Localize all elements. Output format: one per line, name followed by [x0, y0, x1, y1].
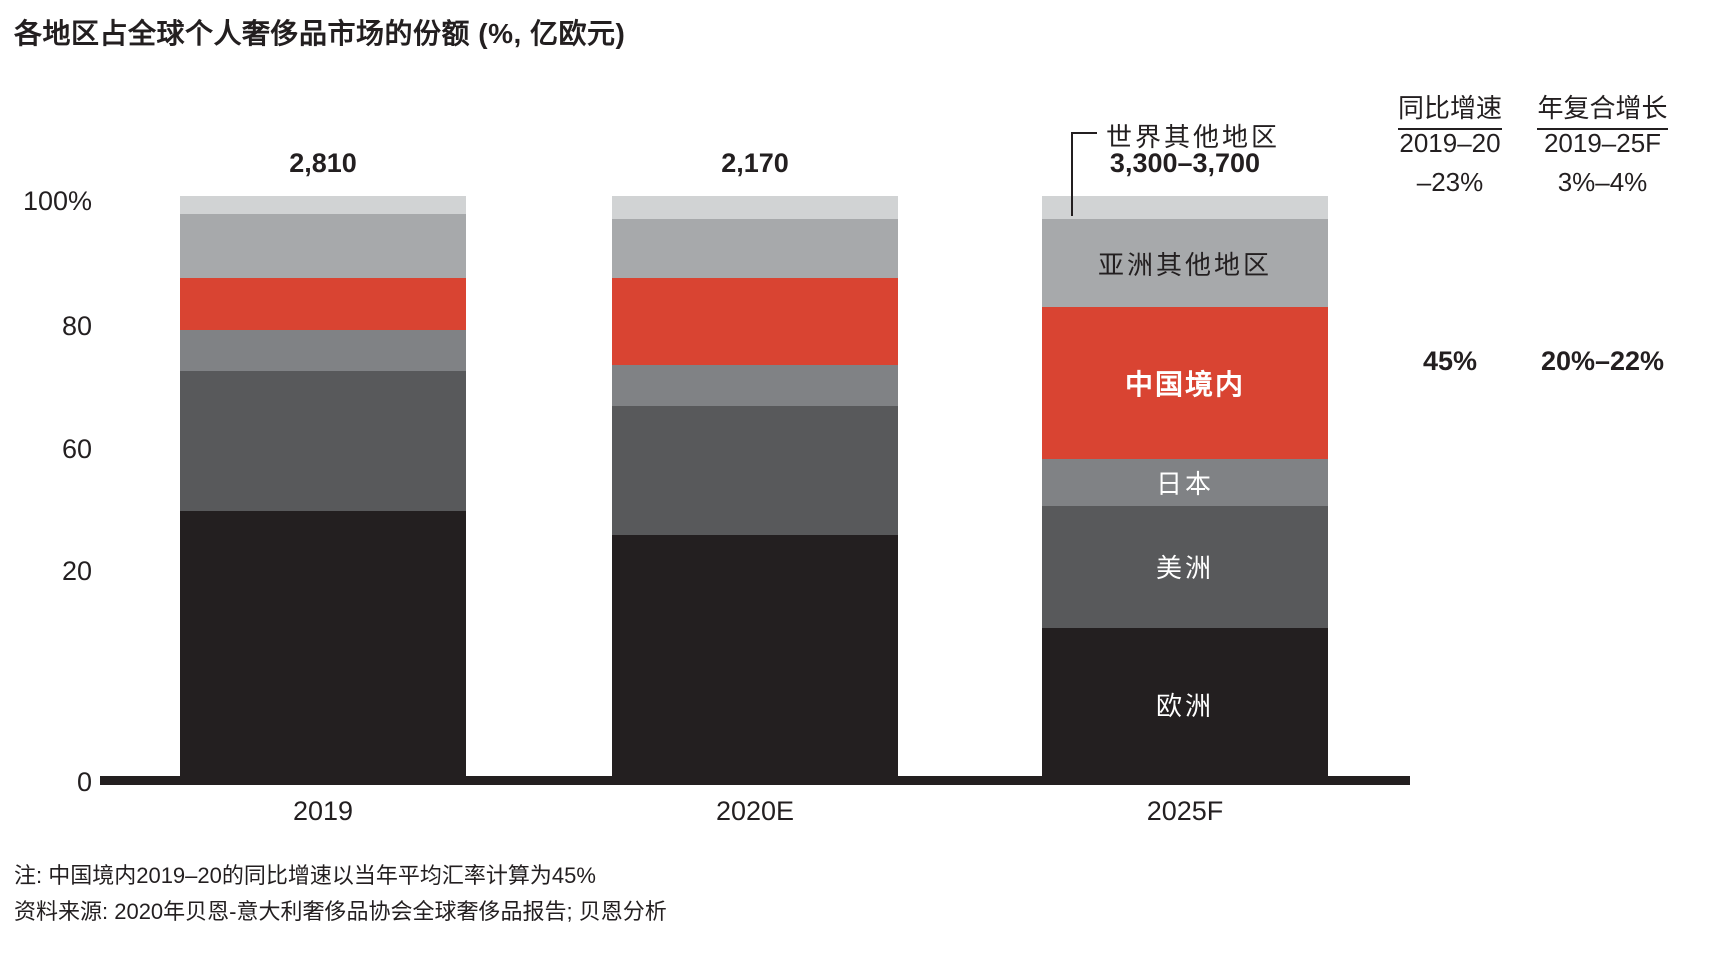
growth-market-yoy: –23%	[1416, 167, 1484, 197]
bar-segment-2019-欧洲	[180, 511, 466, 780]
bar-segment-2025F-亚洲其他地区: 亚洲其他地区	[1042, 219, 1328, 307]
y-axis-label-20: 20	[61, 556, 92, 586]
growth-header-cagr: 年复合增长	[1515, 88, 1690, 130]
bar-segment-2020E-世界其他地区	[612, 196, 898, 220]
bar-segment-2020E-中国境内	[612, 277, 898, 366]
growth-china-yoy: 45%	[1422, 346, 1478, 376]
bar-total-label-2019: 2,810	[289, 148, 357, 178]
bar-segment-2025F-美洲: 美洲	[1042, 505, 1328, 629]
segment-label-欧洲: 欧洲	[1155, 690, 1214, 721]
bar-segment-2019-日本	[180, 330, 466, 372]
category-label-2020E: 2020E	[715, 796, 795, 826]
bar-segment-2019-中国境内	[180, 277, 466, 331]
segment-label-美洲: 美洲	[1155, 553, 1214, 584]
bar-segment-2020E-亚洲其他地区	[612, 219, 898, 278]
bar-segment-2025F-中国境内: 中国境内	[1042, 306, 1328, 459]
bar-total-label-2020E: 2,170	[721, 148, 789, 178]
callout-label: 世界其他地区	[1106, 122, 1281, 152]
callout-line-vertical	[1071, 132, 1073, 216]
category-label-2019: 2019	[292, 796, 354, 826]
source-note: 资料来源: 2020年贝恩-意大利奢侈品协会全球奢侈品报告; 贝恩分析	[14, 899, 667, 924]
footnote: 注: 中国境内2019–20的同比增速以当年平均汇率计算为45%	[14, 863, 596, 888]
page-title: 各地区占全球个人奢侈品市场的份额 (%, 亿欧元)	[14, 18, 626, 49]
bar-segment-2025F-世界其他地区	[1042, 196, 1328, 220]
bar-total-label-2025F: 3,300–3,700	[1109, 148, 1261, 178]
bar-segment-2025F-欧洲: 欧洲	[1042, 628, 1328, 780]
growth-period-yoy: 2019–20	[1399, 128, 1501, 158]
y-axis-label-100%: 100%	[22, 186, 92, 216]
bar-segment-2019-亚洲其他地区	[180, 213, 466, 278]
x-axis	[100, 776, 1410, 785]
segment-label-亚洲其他地区: 亚洲其他地区	[1097, 249, 1272, 280]
segment-label-日本: 日本	[1155, 468, 1214, 499]
growth-market-cagr: 3%–4%	[1557, 167, 1648, 197]
growth-china-cagr: 20%–22%	[1540, 346, 1665, 376]
bar-segment-2020E-美洲	[612, 406, 898, 535]
bar-segment-2020E-欧洲	[612, 534, 898, 780]
growth-period-cagr: 2019–25F	[1543, 128, 1662, 158]
callout-line-horizontal	[1071, 132, 1097, 134]
bar-segment-2020E-日本	[612, 365, 898, 407]
bar-segment-2019-世界其他地区	[180, 196, 466, 214]
category-label-2025F: 2025F	[1146, 796, 1224, 826]
bar-segment-2025F-日本: 日本	[1042, 458, 1328, 506]
growth-header-yoy: 同比增速	[1370, 88, 1530, 130]
y-axis-label-0: 0	[76, 767, 92, 797]
y-axis-label-60: 60	[61, 434, 92, 464]
segment-label-中国境内: 中国境内	[1124, 368, 1245, 400]
bar-segment-2019-美洲	[180, 371, 466, 512]
y-axis-label-80: 80	[61, 311, 92, 341]
